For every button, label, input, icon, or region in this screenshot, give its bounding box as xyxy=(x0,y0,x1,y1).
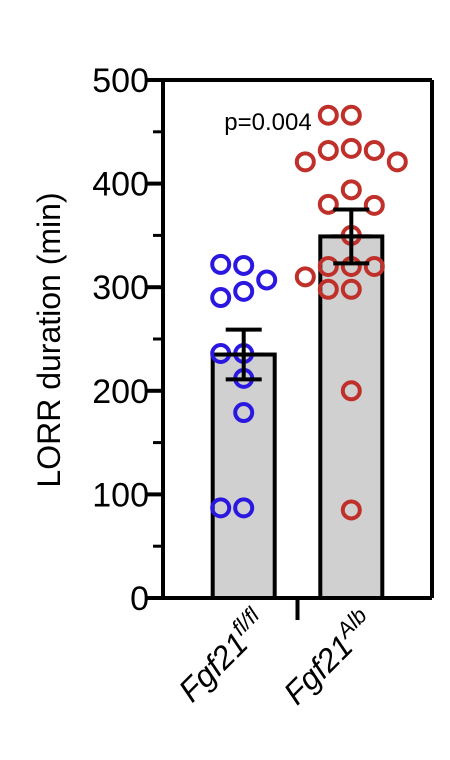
data-point xyxy=(317,104,339,126)
data-point xyxy=(386,151,408,173)
data-point xyxy=(340,179,362,201)
data-point xyxy=(340,380,362,402)
data-point xyxy=(317,278,339,300)
data-point xyxy=(340,278,362,300)
error-bars xyxy=(223,207,372,382)
y-tick-label: 0 xyxy=(130,580,149,618)
data-point xyxy=(317,255,339,277)
y-tick-label: 200 xyxy=(92,373,149,411)
bar xyxy=(210,352,277,601)
y-tick-label: 100 xyxy=(92,476,149,514)
data-point xyxy=(210,497,232,519)
axes: 0 100 200 300 400 500 xyxy=(92,62,434,620)
data-point xyxy=(363,194,385,216)
bar xyxy=(318,234,385,600)
data-point xyxy=(233,280,255,302)
data-point xyxy=(256,269,278,291)
data-point xyxy=(340,137,362,159)
y-tick-label: 300 xyxy=(92,269,149,307)
data-point xyxy=(340,499,362,521)
y-axis-label: LORR duration (min) xyxy=(31,192,67,487)
x-category-label: Fgf21Alb xyxy=(274,603,383,712)
y-tick-label: 500 xyxy=(92,62,149,100)
x-category-label: Fgf21fl/fl xyxy=(169,602,276,709)
data-point xyxy=(363,255,385,277)
data-point xyxy=(363,139,385,161)
data-point xyxy=(233,497,255,519)
data-point xyxy=(210,253,232,275)
data-point xyxy=(340,104,362,126)
data-point xyxy=(317,193,339,215)
p-value-annotation: p=0.004 xyxy=(224,109,311,136)
data-point xyxy=(294,266,316,288)
data-point xyxy=(233,402,255,424)
y-tick-label: 400 xyxy=(92,166,149,204)
data-point xyxy=(210,287,232,309)
data-point xyxy=(233,254,255,276)
data-point xyxy=(294,151,316,173)
data-point xyxy=(317,139,339,161)
